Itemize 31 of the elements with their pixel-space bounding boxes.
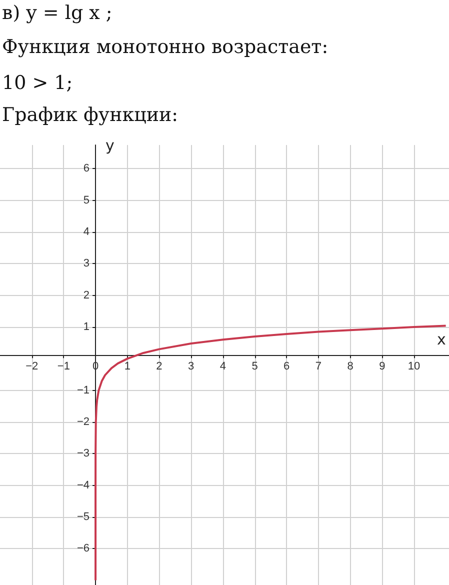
x-tick-label: 7 <box>315 360 322 373</box>
x-tick-label: 8 <box>347 360 354 373</box>
y-tick-label: 2 <box>83 289 90 302</box>
y-tick-label: −2 <box>76 416 90 428</box>
y-tick-label: −4 <box>76 479 90 492</box>
line-series <box>94 324 447 582</box>
x-tick-label: 1 <box>124 360 130 373</box>
y-tick-label: 1 <box>83 321 90 334</box>
y-axis-title: y <box>106 136 115 154</box>
y-tick-label: −6 <box>76 542 90 555</box>
y-tick-label: −5 <box>76 510 90 523</box>
text: 10 > 1; <box>2 72 73 94</box>
x-tick-label: −2 <box>26 360 38 373</box>
x-tick-label: 2 <box>156 360 162 373</box>
text: График функции: <box>2 104 178 126</box>
chart-title: в) y = lg x ; <box>2 2 112 24</box>
x-axis-title: x <box>437 330 446 349</box>
y-tick-label: 3 <box>83 258 90 270</box>
x-tick-label: −1 <box>57 360 70 373</box>
y-tick-label: 4 <box>83 226 90 238</box>
text: Функция монотонно возрастает: <box>2 36 328 58</box>
x-tick-label: 3 <box>188 360 194 373</box>
x-tick-label: 10 <box>408 360 420 373</box>
x-tick-label: 9 <box>379 360 386 373</box>
y-tick-label: −1 <box>76 384 90 396</box>
x-tick-label: 6 <box>284 360 290 373</box>
x-tick-label: 4 <box>220 360 226 373</box>
x-tick-label: 5 <box>252 360 258 373</box>
y-tick-label: 5 <box>83 194 90 206</box>
y-tick-label: 6 <box>83 162 90 175</box>
y-tick-label: −3 <box>76 448 90 460</box>
